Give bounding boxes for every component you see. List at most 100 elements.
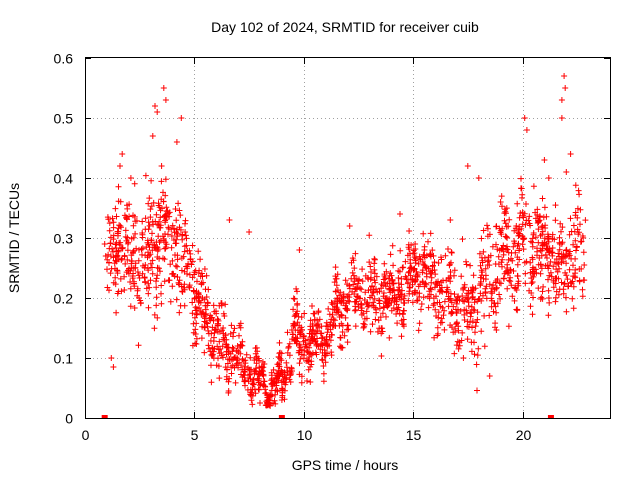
data-point bbox=[434, 324, 441, 331]
data-point bbox=[530, 294, 536, 301]
data-point bbox=[394, 320, 401, 327]
baseline-marker bbox=[101, 415, 108, 419]
data-point bbox=[112, 205, 119, 212]
data-point bbox=[147, 214, 154, 221]
data-point bbox=[124, 256, 131, 263]
data-point bbox=[304, 378, 310, 384]
data-point bbox=[250, 376, 257, 383]
data-point bbox=[519, 221, 526, 228]
data-point bbox=[467, 309, 474, 316]
data-point bbox=[522, 270, 529, 277]
data-point bbox=[162, 239, 169, 246]
data-point bbox=[537, 261, 544, 268]
data-point bbox=[208, 351, 215, 358]
data-point bbox=[248, 366, 255, 373]
data-point bbox=[399, 287, 405, 294]
data-point bbox=[121, 287, 128, 293]
data-point bbox=[562, 85, 569, 91]
data-point bbox=[112, 274, 119, 281]
data-point bbox=[377, 314, 384, 321]
data-point bbox=[113, 309, 120, 316]
data-point bbox=[443, 288, 450, 295]
data-point bbox=[202, 286, 209, 293]
data-point bbox=[545, 265, 552, 272]
data-point bbox=[366, 259, 373, 266]
data-point bbox=[572, 270, 579, 277]
data-point bbox=[556, 256, 562, 263]
data-point bbox=[539, 242, 546, 249]
data-point bbox=[385, 275, 392, 282]
data-point bbox=[464, 290, 471, 297]
data-point bbox=[158, 196, 165, 203]
data-point bbox=[566, 266, 573, 273]
data-point bbox=[349, 269, 356, 276]
data-point bbox=[511, 240, 518, 247]
data-point bbox=[386, 334, 393, 341]
data-point bbox=[495, 253, 502, 260]
data-point bbox=[373, 309, 380, 316]
baseline-marker bbox=[547, 415, 554, 419]
data-point bbox=[563, 272, 570, 279]
data-point bbox=[568, 255, 575, 262]
data-point bbox=[378, 330, 385, 337]
data-point bbox=[448, 249, 455, 256]
data-point bbox=[291, 296, 298, 302]
data-point bbox=[519, 194, 525, 201]
data-point bbox=[367, 328, 374, 335]
data-point bbox=[371, 277, 378, 284]
data-point bbox=[480, 292, 486, 299]
data-point bbox=[236, 332, 242, 339]
data-point bbox=[400, 316, 407, 323]
data-point bbox=[146, 252, 153, 259]
data-point bbox=[378, 353, 385, 359]
data-point bbox=[332, 300, 338, 307]
data-point bbox=[123, 269, 130, 276]
data-point bbox=[149, 270, 156, 277]
data-point bbox=[435, 309, 442, 316]
data-point bbox=[268, 387, 275, 394]
data-point bbox=[520, 214, 527, 221]
data-point bbox=[329, 311, 336, 318]
data-point bbox=[307, 379, 314, 385]
data-point bbox=[451, 272, 457, 279]
data-point bbox=[145, 290, 152, 297]
data-point bbox=[291, 321, 298, 327]
data-point bbox=[207, 337, 214, 344]
data-point bbox=[381, 304, 388, 311]
data-point bbox=[110, 232, 117, 239]
data-point bbox=[576, 277, 583, 284]
data-point bbox=[414, 297, 421, 304]
y-tick-label: 0.3 bbox=[54, 231, 74, 247]
data-point bbox=[288, 327, 295, 333]
data-point bbox=[427, 285, 434, 292]
data-point bbox=[278, 350, 285, 357]
data-point bbox=[469, 284, 476, 291]
data-point bbox=[358, 286, 365, 293]
data-point bbox=[434, 332, 441, 339]
data-point bbox=[390, 305, 397, 311]
data-point bbox=[463, 261, 470, 268]
data-point bbox=[142, 172, 149, 179]
data-point bbox=[472, 285, 479, 292]
data-point bbox=[491, 300, 497, 306]
data-point bbox=[173, 296, 180, 303]
data-point bbox=[248, 392, 255, 399]
y-axis-label: SRMTID / TECUs bbox=[6, 183, 22, 293]
data-point bbox=[195, 248, 202, 255]
data-point bbox=[465, 324, 472, 330]
data-point bbox=[224, 366, 230, 373]
data-point bbox=[158, 163, 165, 169]
data-point bbox=[199, 273, 206, 280]
data-point bbox=[402, 273, 409, 280]
data-point bbox=[119, 151, 126, 157]
data-point bbox=[465, 303, 472, 310]
data-point bbox=[552, 202, 559, 209]
data-point bbox=[229, 362, 236, 369]
data-point bbox=[187, 256, 194, 263]
data-point bbox=[115, 288, 122, 295]
data-point bbox=[533, 269, 540, 276]
data-point bbox=[263, 389, 270, 396]
data-point bbox=[344, 339, 351, 346]
data-point bbox=[425, 304, 432, 311]
data-point bbox=[201, 349, 208, 356]
